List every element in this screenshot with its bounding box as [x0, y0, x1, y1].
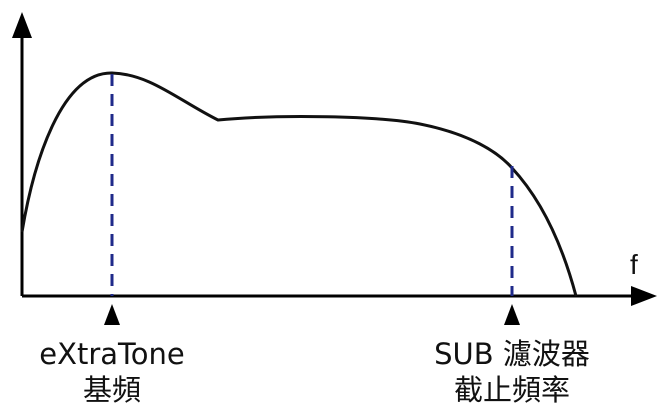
response-curve [20, 71, 578, 297]
extratone-marker-triangle [104, 304, 120, 325]
y-axis-arrowhead [12, 12, 32, 38]
sub-filter-label-line1: SUB 濾波器 [434, 337, 590, 371]
extratone-label-line2: 基頻 [82, 373, 141, 407]
x-axis-arrowhead [631, 286, 657, 306]
x-axis-label: f [630, 249, 638, 280]
sub-filter-label-line2: 截止頻率 [453, 373, 570, 407]
sub-filter-label: SUB 濾波器 截止頻率 [434, 336, 590, 408]
extratone-label: eXtraTone 基頻 [39, 336, 185, 408]
sub-filter-marker-triangle [504, 304, 520, 325]
extratone-label-line1: eXtraTone [39, 337, 185, 371]
